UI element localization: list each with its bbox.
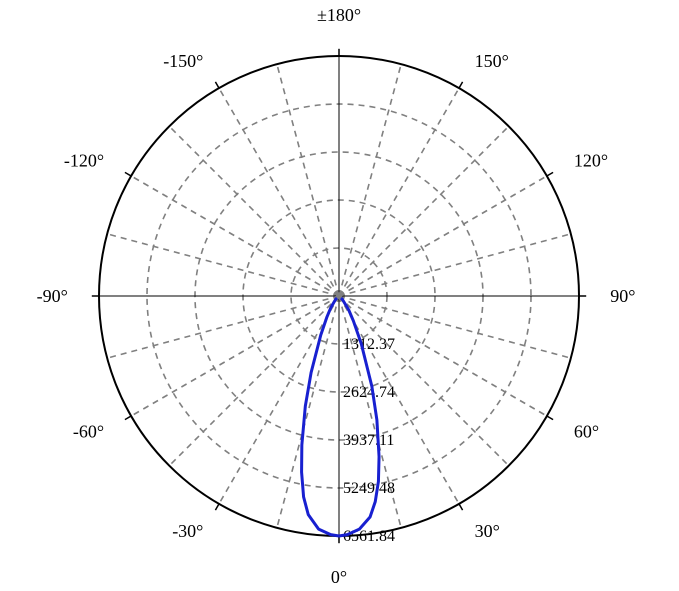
angle-label: -90° [37, 286, 68, 306]
ring-label: 1312.37 [343, 336, 395, 353]
polar-chart: ±180° -150° -120° -90° -60° -30° 0° 30° 60° 90° 12… [0, 0, 679, 591]
ring-label: 2624.74 [343, 384, 395, 401]
ring-label: 5249.48 [343, 480, 395, 497]
angle-label: 120° [574, 150, 608, 170]
angle-label: 90° [610, 286, 635, 306]
angle-label: 150° [475, 51, 509, 71]
ring-label: 3937.11 [343, 432, 394, 449]
angle-label: 30° [475, 521, 500, 541]
angle-label: ±180° [317, 5, 361, 25]
ring-label: 6561.84 [343, 528, 395, 545]
angle-label: -120° [64, 150, 104, 170]
angle-label: 60° [574, 422, 599, 442]
center-dot [336, 293, 342, 299]
angle-label: 0° [331, 567, 347, 587]
angle-label: -150° [163, 51, 203, 71]
angle-label: -60° [73, 422, 104, 442]
angle-label: -30° [172, 521, 203, 541]
